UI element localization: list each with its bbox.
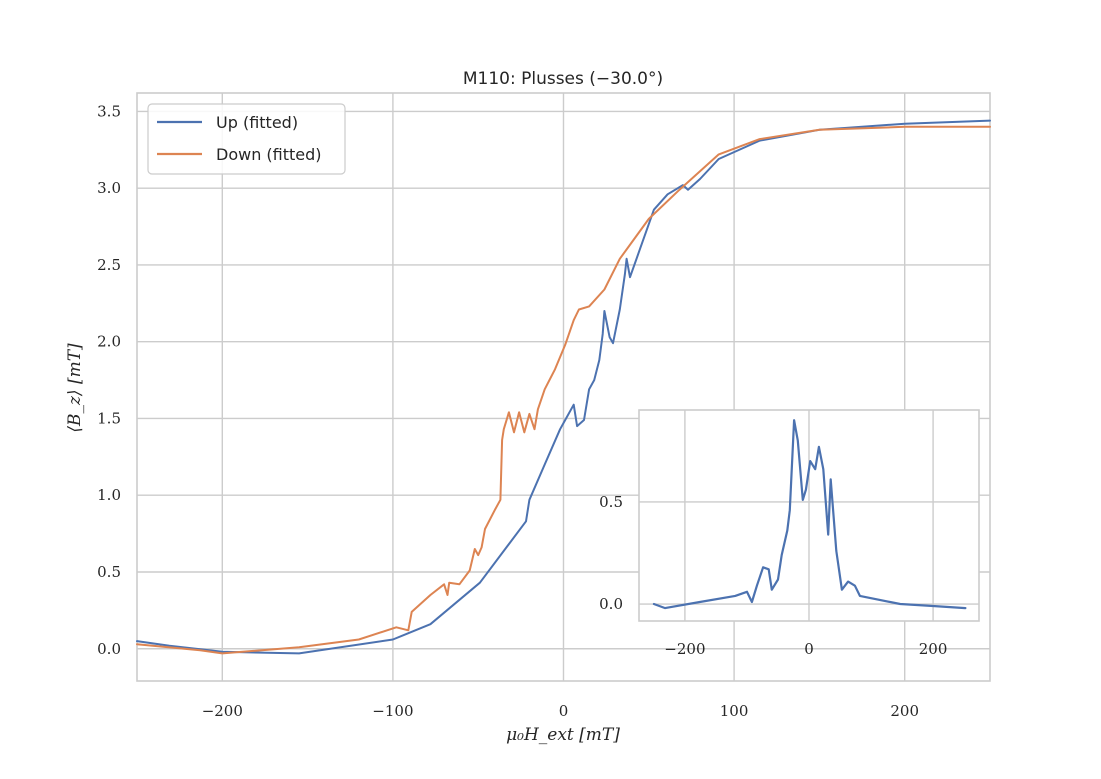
x-tick-label: 100 (720, 702, 749, 720)
chart-title: M110: Plusses (−30.0°) (463, 69, 663, 89)
y-tick-label: 0.5 (97, 563, 121, 581)
main-axes-frame (136, 92, 991, 682)
legend-label-down: Down (fitted) (216, 145, 322, 164)
legend-label-up: Up (fitted) (216, 113, 298, 132)
series-line-difference (652, 419, 967, 610)
inset-x-tick-labels: −200 0 200 (664, 640, 947, 658)
series-line-down-fitted (136, 125, 991, 655)
y-tick-label: 0.0 (599, 595, 623, 613)
inset-axes-frame (638, 409, 980, 622)
inset-y-tick-labels: 0.0 0.5 (599, 493, 623, 613)
y-tick-label: 3.5 (97, 102, 121, 120)
x-axis-label: μ₀H_ext [mT] (506, 725, 620, 745)
x-tick-label: −200 (664, 640, 705, 658)
main-series (136, 119, 991, 655)
y-tick-label: 0.0 (97, 640, 121, 658)
inset-grid (639, 410, 979, 621)
x-tick-label: −200 (202, 702, 243, 720)
y-tick-label: 0.5 (599, 493, 623, 511)
y-tick-label: 3.0 (97, 179, 121, 197)
y-tick-label: 1.5 (97, 409, 121, 427)
y-tick-label: 2.0 (97, 333, 121, 351)
y-tick-label: 1.0 (97, 486, 121, 504)
y-tick-label: 2.5 (97, 256, 121, 274)
x-tick-label: 0 (559, 702, 569, 720)
inset-series (652, 419, 967, 610)
main-y-tick-labels: 0.0 0.5 1.0 1.5 2.0 2.5 3.0 3.5 (97, 102, 121, 657)
y-axis-label: ⟨B_z⟩ [mT] (65, 343, 85, 433)
x-tick-label: 200 (919, 640, 948, 658)
x-tick-label: 0 (804, 640, 814, 658)
main-x-tick-labels: −200 −100 0 100 200 (202, 702, 919, 720)
legend: Up (fitted) Down (fitted) (147, 103, 346, 175)
x-tick-label: −100 (372, 702, 413, 720)
series-line-up-fitted (136, 119, 991, 655)
x-tick-label: 200 (890, 702, 919, 720)
